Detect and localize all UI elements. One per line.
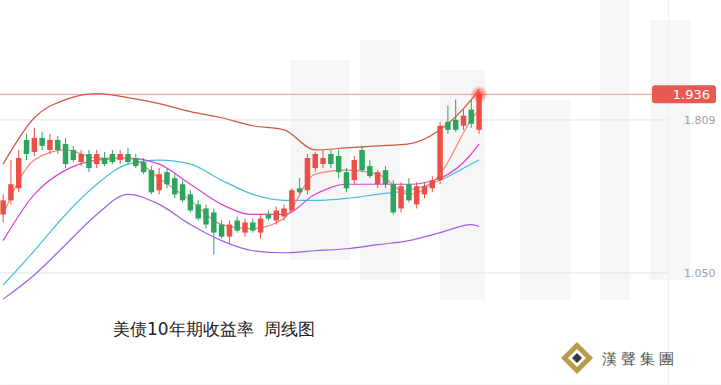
candle-body (227, 225, 232, 237)
candle-body (375, 172, 380, 184)
candle-body (219, 225, 224, 237)
candle-body (203, 208, 208, 224)
candle-body (55, 140, 60, 150)
candle-body (156, 174, 161, 190)
candle-body (273, 210, 278, 220)
candle-body (453, 120, 458, 130)
line-series (3, 110, 479, 229)
candle-body (117, 154, 122, 160)
candle-body (188, 194, 193, 210)
candle-body (242, 223, 247, 233)
candle-body (430, 180, 435, 188)
candle-body (437, 126, 442, 180)
candle-body (445, 122, 450, 130)
candle-body (422, 186, 427, 194)
building (650, 20, 690, 280)
candle-body (63, 144, 68, 164)
candle-body (297, 188, 302, 192)
axis-line (668, 1, 669, 385)
candle-body (172, 178, 177, 194)
candle-body (125, 154, 130, 162)
candle-body (8, 184, 13, 200)
candle-body (266, 214, 271, 218)
logo-shape (572, 353, 582, 363)
plot-area (0, 85, 488, 299)
line-series (3, 160, 479, 285)
candle-body (367, 166, 372, 176)
logo-shape (561, 342, 593, 374)
candle-body (71, 150, 76, 160)
tick-label: 1.809 (684, 114, 716, 127)
background-decoration (290, 0, 690, 300)
candle-body (102, 158, 107, 164)
chart: 1.050 1.809 1.936 美债10年期收益率 周线图漢聲集團 (0, 0, 721, 385)
candle-body (86, 154, 91, 168)
candle-body (258, 219, 263, 233)
candle-body (164, 172, 169, 184)
candle-body (141, 162, 146, 172)
candle-body (398, 186, 403, 208)
candle-body (16, 158, 21, 188)
candle-body (195, 204, 200, 218)
candle-body (39, 138, 44, 146)
candle-body (24, 140, 29, 154)
candle-body (320, 158, 325, 164)
candle-body (32, 138, 37, 152)
building (290, 60, 350, 260)
candle-body (352, 160, 357, 180)
candle-body (94, 154, 99, 164)
candle-body (281, 208, 286, 216)
candle-body (133, 158, 138, 166)
candle-body (110, 154, 115, 162)
logo (561, 342, 593, 374)
candle-body (305, 158, 310, 190)
candle-body (234, 221, 239, 231)
tick: 1.050 (668, 267, 716, 280)
candle-body (47, 140, 52, 150)
candle-body (328, 154, 333, 164)
candle-body (414, 186, 419, 204)
candle-body (344, 172, 349, 188)
candle-body (0, 200, 5, 214)
building (600, 0, 630, 300)
tick: 1.809 (668, 114, 716, 127)
candle-body (469, 110, 474, 124)
title: 美债10年期收益率 周线图 (113, 319, 315, 339)
candle-body (78, 154, 83, 162)
last-price-tag (652, 85, 716, 103)
y-axis: 1.050 1.809 (668, 1, 716, 385)
last-price-glow (470, 85, 488, 103)
building (520, 100, 570, 300)
line-series (3, 89, 479, 164)
last-price-label: 1.936 (673, 87, 710, 102)
candle-body (336, 156, 341, 172)
candle-body (313, 154, 318, 168)
logo-shape (568, 349, 586, 367)
source: 漢聲集團 (602, 350, 678, 368)
candle-body (250, 223, 255, 231)
line-series (3, 144, 479, 241)
candle-body (289, 190, 294, 210)
candle-body (406, 184, 411, 200)
building (440, 70, 485, 300)
candle-body (383, 170, 388, 184)
tick-label: 1.050 (684, 267, 716, 280)
candle-body (211, 212, 216, 232)
grid-line (0, 272, 668, 273)
candle-body (149, 170, 154, 192)
candle-body (180, 184, 185, 200)
candle-body (461, 116, 466, 126)
line-series (3, 194, 479, 299)
grid-line (0, 119, 668, 120)
candle-body (391, 184, 396, 212)
candle-body (359, 150, 364, 170)
